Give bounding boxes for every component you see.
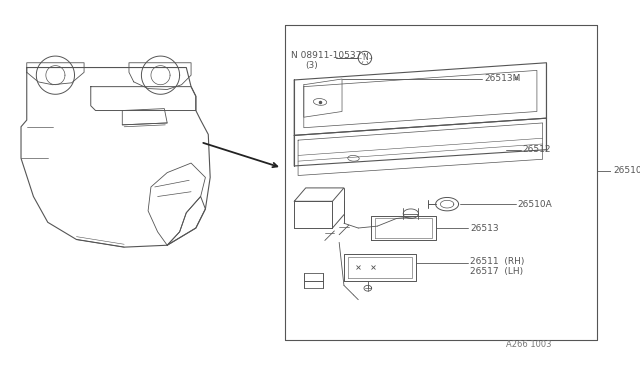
Text: N 08911-10537: N 08911-10537 <box>291 51 362 60</box>
Text: 26511  (RH): 26511 (RH) <box>470 257 524 266</box>
Text: 26513M: 26513M <box>484 74 521 83</box>
Text: 26510A: 26510A <box>518 200 552 209</box>
Text: 26513: 26513 <box>470 224 499 232</box>
Text: 26510: 26510 <box>613 166 640 175</box>
Text: (3): (3) <box>306 61 319 70</box>
Text: 26517  (LH): 26517 (LH) <box>470 266 523 276</box>
Text: N: N <box>362 54 368 62</box>
Text: A266 1003: A266 1003 <box>506 340 552 349</box>
Text: 26512: 26512 <box>523 145 551 154</box>
